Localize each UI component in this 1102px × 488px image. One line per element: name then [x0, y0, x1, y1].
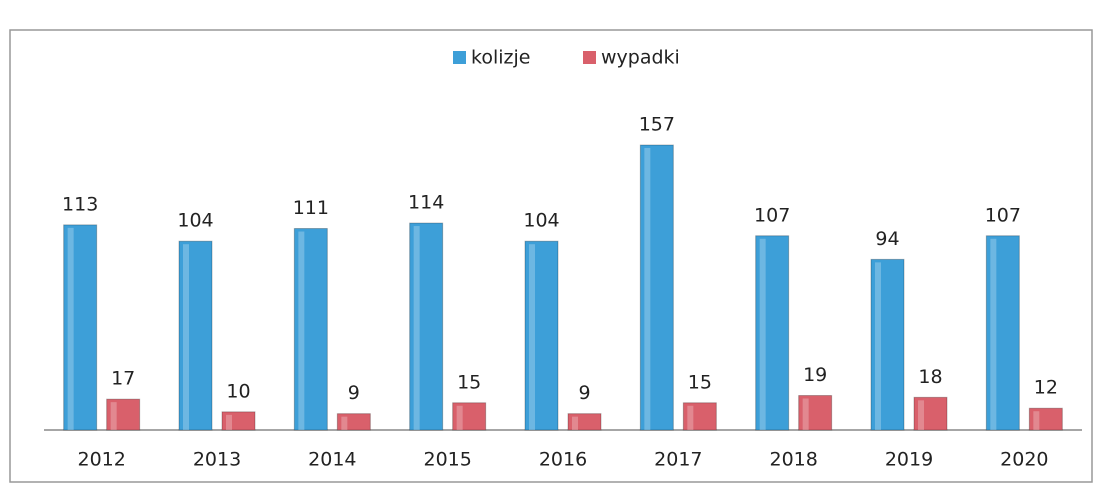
bar-highlight [298, 231, 305, 430]
bar [221, 411, 256, 431]
bar [63, 224, 98, 431]
bar [870, 258, 905, 431]
data-label: 94 [875, 228, 899, 250]
data-label: 17 [111, 368, 135, 390]
data-label: 10 [226, 380, 250, 402]
bar [755, 235, 790, 431]
bar-highlight [67, 227, 74, 430]
x-tick-label: 2014 [308, 449, 356, 471]
x-tick-label: 2012 [77, 449, 125, 471]
data-label: 113 [62, 193, 98, 215]
x-tick-label: 2017 [654, 449, 702, 471]
bar-highlight [226, 414, 232, 430]
bar [524, 240, 559, 431]
data-label: 9 [348, 382, 360, 404]
bar-highlight [456, 405, 463, 430]
data-label: 15 [457, 371, 481, 393]
bar-highlight [341, 416, 348, 430]
x-tick-label: 2016 [539, 449, 587, 471]
data-label: 107 [754, 204, 790, 226]
legend-label: kolizje [471, 47, 530, 69]
bar [293, 228, 328, 431]
data-label: 114 [408, 192, 444, 214]
bar-highlight [572, 416, 578, 430]
data-label: 18 [918, 366, 942, 388]
bar [106, 398, 141, 431]
x-tick-label: 2013 [193, 449, 241, 471]
bar [452, 402, 487, 431]
x-tick-label: 2015 [423, 449, 471, 471]
legend-swatch [583, 51, 596, 64]
data-label: 157 [639, 114, 675, 136]
data-label: 12 [1034, 377, 1058, 399]
bar-highlight [1033, 411, 1040, 430]
bar-highlight [875, 262, 881, 430]
bar [567, 413, 602, 431]
data-label: 104 [523, 210, 559, 232]
data-label: 9 [578, 382, 590, 404]
x-tick-label: 2018 [769, 449, 817, 471]
bar [178, 240, 213, 431]
bar [913, 396, 948, 431]
x-tick-label: 2019 [885, 449, 933, 471]
bar-highlight [529, 244, 535, 430]
bar [682, 402, 717, 431]
bar [985, 235, 1020, 431]
bar-highlight [644, 148, 651, 430]
bar-highlight [687, 405, 694, 430]
bar [639, 144, 674, 431]
bar-highlight [990, 238, 997, 430]
data-label: 19 [803, 364, 827, 386]
bar [798, 395, 833, 431]
bar-highlight [183, 244, 189, 430]
bar-highlight [110, 402, 117, 430]
legend-label: wypadki [601, 47, 680, 69]
bar [409, 222, 444, 431]
data-label: 15 [688, 371, 712, 393]
bar [1028, 407, 1063, 431]
legend-swatch [453, 51, 466, 64]
data-label: 111 [293, 197, 329, 219]
bar [336, 413, 371, 431]
data-label: 107 [985, 204, 1021, 226]
data-label: 104 [177, 210, 213, 232]
bar-highlight [802, 398, 809, 430]
x-tick-label: 2020 [1000, 449, 1048, 471]
bar-highlight [918, 400, 924, 430]
bar-highlight [413, 226, 420, 430]
bar-highlight [759, 238, 766, 430]
